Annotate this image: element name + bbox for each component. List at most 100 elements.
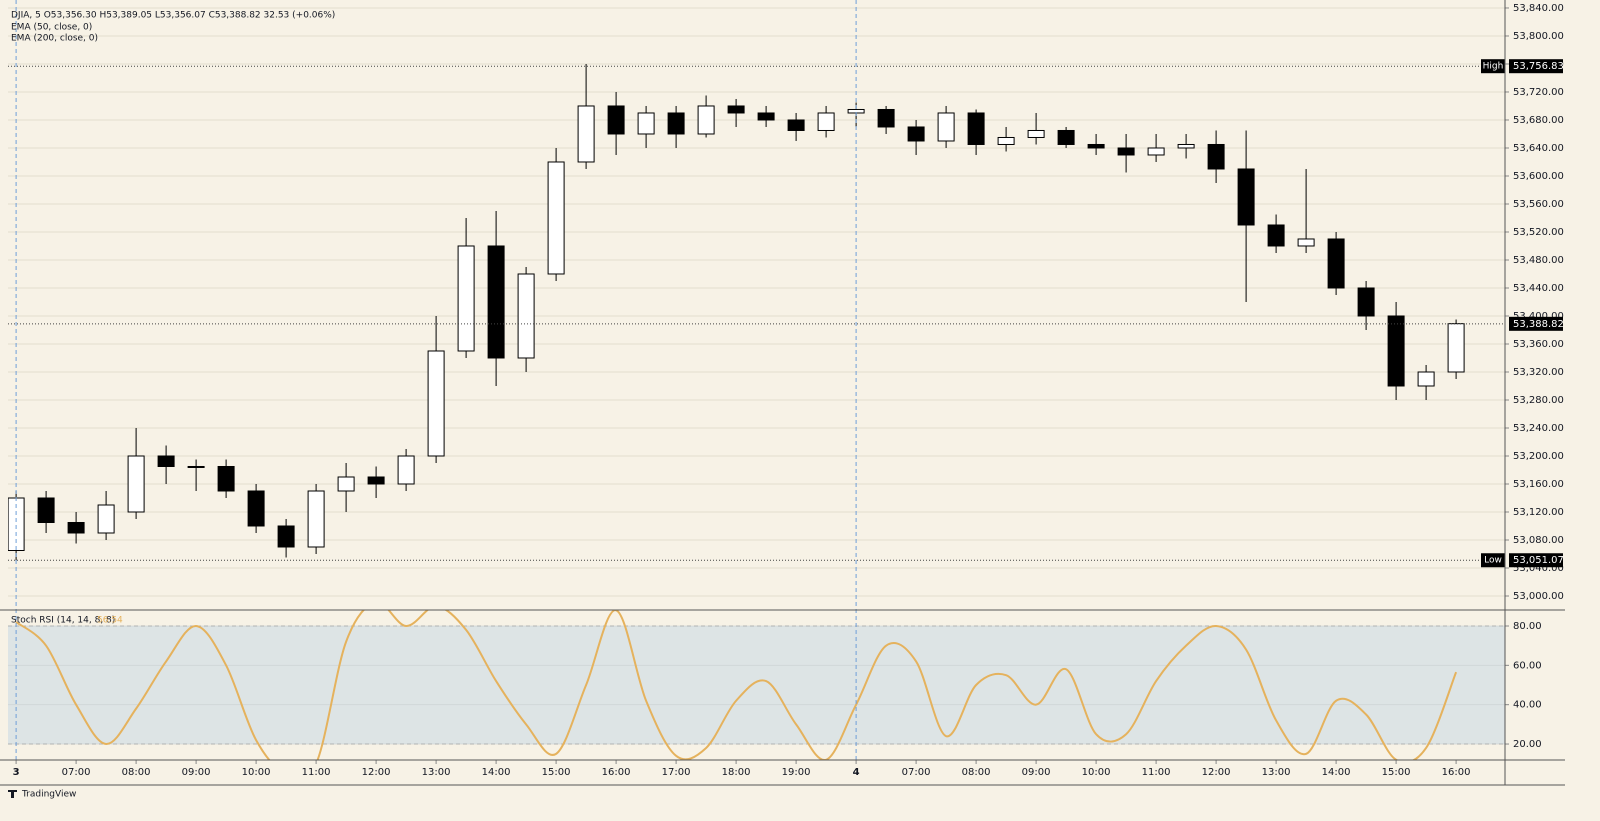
candle-body xyxy=(67,521,85,534)
candle-body xyxy=(1267,224,1285,247)
footer-brand: TradingView xyxy=(21,790,76,800)
y-tick-label: 53,360.00 xyxy=(1513,339,1564,350)
candle-body xyxy=(217,465,235,492)
candle-body xyxy=(757,112,775,121)
y-tick-label: 80.00 xyxy=(1513,621,1542,632)
y-tick-label: 53,720.00 xyxy=(1513,87,1564,98)
candle-body xyxy=(397,455,415,485)
x-tick-label: 12:00 xyxy=(362,767,391,778)
stoch-title: Stoch RSI (14, 14, 8, 8) xyxy=(11,616,115,626)
y-tick-label: 53,560.00 xyxy=(1513,199,1564,210)
axes: 53,000.00 53,040.00 53,080.00 53,120.00 53,1… xyxy=(0,0,1565,786)
candle-body xyxy=(277,525,295,548)
last-price-label: 53,388.82 xyxy=(1513,319,1564,330)
candle-body xyxy=(637,112,655,135)
candle-body xyxy=(1297,238,1315,247)
candle-body xyxy=(1177,143,1195,149)
candle-body xyxy=(967,112,985,145)
x-tick-label: 15:00 xyxy=(1382,767,1411,778)
candle-body xyxy=(37,497,55,523)
candle-body xyxy=(1207,143,1225,170)
candle-body xyxy=(1387,315,1405,387)
x-tick-label: 09:00 xyxy=(1022,767,1051,778)
candle-body xyxy=(247,490,265,527)
last-price-tag xyxy=(1509,316,1563,331)
y-tick-label: 53,520.00 xyxy=(1513,227,1564,238)
x-tick-label: 11:00 xyxy=(302,767,331,778)
x-tick-label: 12:00 xyxy=(1202,767,1231,778)
y-tick-label: 53,040.00 xyxy=(1513,563,1564,574)
y-tick-label: 53,080.00 xyxy=(1513,535,1564,546)
candle-body xyxy=(187,465,205,468)
x-tick-label: 18:00 xyxy=(722,767,751,778)
y-tick-label: 53,800.00 xyxy=(1513,31,1564,42)
x-tick-label: 11:00 xyxy=(1142,767,1171,778)
candle-body xyxy=(937,112,955,142)
candle-body xyxy=(1327,238,1345,289)
candle-body xyxy=(1237,168,1255,226)
y-tick-label: 53,120.00 xyxy=(1513,507,1564,518)
candle-body xyxy=(337,476,355,492)
candle-body xyxy=(607,105,625,135)
candle-body xyxy=(1087,143,1105,149)
x-tick-label: 16:00 xyxy=(602,767,631,778)
candle-body xyxy=(427,350,445,457)
indicator-label: EMA (50, close, 0) xyxy=(11,23,92,33)
candle-body xyxy=(367,476,385,485)
level-value: 53,756.83 xyxy=(1513,61,1564,72)
candle-body xyxy=(1027,129,1045,138)
level-tag xyxy=(1481,553,1505,568)
x-tick-label: 13:00 xyxy=(1262,767,1291,778)
level-value: 53,051.07 xyxy=(1513,555,1564,566)
candle-body xyxy=(667,112,685,135)
candle-body xyxy=(577,105,595,163)
y-tick-label: 53,320.00 xyxy=(1513,367,1564,378)
x-tick-label: 14:00 xyxy=(1322,767,1351,778)
level-value-tag xyxy=(1509,59,1563,74)
x-tick-label: 15:00 xyxy=(542,767,571,778)
indicator-label: EMA (200, close, 0) xyxy=(11,34,98,44)
candle-body xyxy=(697,105,715,135)
x-tick-label: 07:00 xyxy=(902,767,931,778)
x-tick-label: 4 xyxy=(853,767,860,778)
level-name: Low xyxy=(1484,556,1502,566)
level-value-tag xyxy=(1509,553,1563,568)
x-tick-label: 09:00 xyxy=(182,767,211,778)
stoch-last: 56.54 xyxy=(97,616,123,626)
x-tick-label: 13:00 xyxy=(422,767,451,778)
candle-body xyxy=(127,455,145,513)
y-tick-label: 53,440.00 xyxy=(1513,283,1564,294)
candle-body xyxy=(487,245,505,359)
band xyxy=(8,625,1505,745)
candle-body xyxy=(1117,147,1135,156)
y-tick-label: 53,480.00 xyxy=(1513,255,1564,266)
candle-body xyxy=(307,490,325,548)
x-tick-label: 07:00 xyxy=(62,767,91,778)
y-tick-label: 53,680.00 xyxy=(1513,115,1564,126)
candle-body xyxy=(457,245,475,352)
stoch-pane xyxy=(8,610,1505,760)
y-tick-label: 53,640.00 xyxy=(1513,143,1564,154)
y-tick-label: 20.00 xyxy=(1513,739,1542,750)
level-tag xyxy=(1481,59,1505,74)
candle-body xyxy=(817,112,835,131)
x-tick-label: 14:00 xyxy=(482,767,511,778)
candle-body xyxy=(907,126,925,142)
x-tick-label: 19:00 xyxy=(782,767,811,778)
candle-body xyxy=(517,273,535,359)
y-tick-label: 53,160.00 xyxy=(1513,479,1564,490)
candle-body xyxy=(1147,147,1165,156)
candle-body xyxy=(1447,323,1465,373)
y-tick-label: 60.00 xyxy=(1513,660,1542,671)
y-tick-label: 53,240.00 xyxy=(1513,423,1564,434)
candle-body xyxy=(997,136,1015,145)
y-tick-label: 53,400.00 xyxy=(1513,311,1564,322)
candle-body xyxy=(97,504,115,534)
x-tick-label: 3 xyxy=(13,767,20,778)
x-tick-label: 08:00 xyxy=(962,767,991,778)
candle-body xyxy=(547,161,565,275)
candle-body xyxy=(1357,287,1375,317)
x-tick-label: 17:00 xyxy=(662,767,691,778)
y-tick-label: 53,200.00 xyxy=(1513,451,1564,462)
